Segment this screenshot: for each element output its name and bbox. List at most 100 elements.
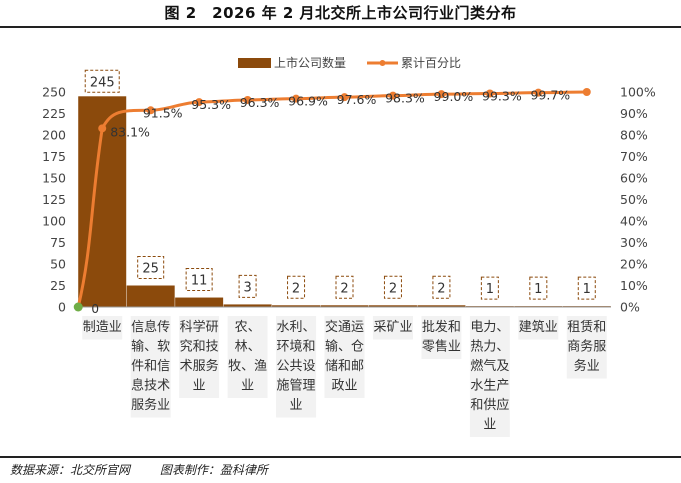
bar xyxy=(417,305,466,307)
bar-data-label-box xyxy=(432,275,451,299)
category-label: 建筑业 xyxy=(518,316,559,340)
left-axis-tick: 25 xyxy=(50,278,66,293)
category-label-line: 电力、 xyxy=(470,320,509,335)
line-point xyxy=(388,91,397,100)
category-label-line: 零售业 xyxy=(422,339,461,355)
category-label-line: 热力、 xyxy=(470,340,509,355)
category-label-line: 燃气及 xyxy=(470,358,509,374)
category-label-line: 业 xyxy=(483,418,496,433)
left-axis-tick: 50 xyxy=(50,257,66,272)
right-axis-tick: 70% xyxy=(620,149,648,164)
bar-data-label: 3 xyxy=(238,274,257,298)
line-point xyxy=(340,93,349,102)
line-data-labels: 0 83.1% 91.5% 95.3% 96.3% 96.9% 97.6% 98.3% 99.0… xyxy=(91,88,570,316)
category-label-line: 业 xyxy=(290,398,303,413)
bar-data-label-text: 1 xyxy=(583,282,591,297)
bar xyxy=(175,297,224,307)
category-label-line: 水生产 xyxy=(470,379,509,394)
category-label-line: 业 xyxy=(241,379,254,394)
category-label-bg xyxy=(82,316,123,340)
bar-data-label-text: 2 xyxy=(437,281,445,296)
bar-data-label: 2 xyxy=(432,275,451,299)
category-label-bg xyxy=(179,316,220,398)
category-label-line: 输、软 xyxy=(131,339,170,355)
line-data-label: 96.9% xyxy=(288,94,328,109)
category-label-line: 件和信 xyxy=(131,359,170,374)
line-point xyxy=(243,95,252,104)
category-label-bg xyxy=(372,316,413,340)
bar-data-label-box xyxy=(529,276,548,300)
right-axis-tick: 100% xyxy=(620,85,656,100)
left-axis: 0 25 50 75 100 125 150 175 200 225 250 xyxy=(42,85,66,315)
category-label-bg xyxy=(469,316,510,437)
bar-data-label: 2 xyxy=(287,275,306,299)
right-axis: 0% 10% 20% 30% 40% 50% 60% 70% 80% 90% 100% xyxy=(620,85,656,315)
line-start-point xyxy=(73,302,83,312)
bar-data-label-text: 1 xyxy=(534,282,542,297)
category-label-line: 建筑业 xyxy=(519,319,558,335)
line-data-label: 97.6% xyxy=(337,92,377,107)
bar-data-label: 2 xyxy=(383,275,402,299)
category-label-line: 信息传 xyxy=(131,319,170,335)
left-axis-tick: 200 xyxy=(42,128,66,143)
category-label-line: 务业 xyxy=(574,358,600,374)
category-labels: 制造业 信息传输、软件和信息技术服务业科学研究和技术服务业农、林、牧、渔业水利、环… xyxy=(82,316,607,437)
category-label-line: 究和技 xyxy=(180,340,219,355)
category-label-line: 息技术 xyxy=(131,378,170,394)
category-label-bg xyxy=(421,316,462,359)
category-label-line: 科学研 xyxy=(180,319,219,335)
category-label-line: 业 xyxy=(193,379,206,394)
line-point xyxy=(98,124,107,133)
category-label-line: 农、 xyxy=(235,320,261,335)
maker-note: 图表制作：盈科律所 xyxy=(159,463,268,477)
bar-data-label-text: 3 xyxy=(243,280,251,295)
line-point xyxy=(485,89,494,98)
bar xyxy=(272,305,321,307)
category-label-line: 服务业 xyxy=(131,397,170,413)
legend-bar-label: 上市公司数量 xyxy=(274,55,346,70)
bar-data-label: 2 xyxy=(335,275,354,299)
chart-title: 图 2 2026 年 2 月北交所上市公司行业门类分布 xyxy=(164,4,517,22)
category-label-bg xyxy=(276,316,317,418)
category-label-line: 牧、渔 xyxy=(228,359,267,374)
bar-data-label: 25 xyxy=(137,256,165,279)
bar xyxy=(126,285,175,307)
bar-data-label: 1 xyxy=(480,276,499,300)
bar-data-label: 11 xyxy=(185,268,213,292)
right-axis-tick: 20% xyxy=(620,257,648,272)
bar xyxy=(320,305,369,307)
bar-data-label: 1 xyxy=(529,276,548,300)
bar-data-label-text: 1 xyxy=(486,282,494,297)
category-label-bg xyxy=(130,316,171,418)
left-axis-tick: 150 xyxy=(42,171,66,186)
category-label-line: 商务服 xyxy=(567,339,606,355)
category-label-bg xyxy=(518,316,559,340)
bar-data-label: 1 xyxy=(577,276,596,300)
right-axis-tick: 40% xyxy=(620,214,648,229)
category-label: 农、林、牧、渔业 xyxy=(227,316,268,398)
category-label-line: 和供应 xyxy=(470,397,509,413)
line-start-label: 0 xyxy=(91,302,99,316)
bar-data-label-text: 2 xyxy=(340,281,348,296)
bar-data-label-box xyxy=(577,276,596,300)
line-data-label: 83.1% xyxy=(110,124,150,139)
line-point xyxy=(292,94,301,103)
bar-data-label-text: 11 xyxy=(191,274,208,289)
right-axis-tick: 10% xyxy=(620,278,648,293)
line-data-label: 98.3% xyxy=(385,91,425,106)
right-axis-tick: 60% xyxy=(620,171,648,186)
bar-data-label-box xyxy=(185,268,213,292)
legend-bar-swatch xyxy=(238,58,271,68)
bar-data-label-text: 2 xyxy=(292,281,300,296)
category-label-line: 输、仓 xyxy=(325,339,364,355)
legend-line-label: 累计百分比 xyxy=(401,56,461,70)
right-axis-tick: 80% xyxy=(620,128,648,143)
category-label-line: 交通运 xyxy=(325,319,364,335)
right-axis-tick: 30% xyxy=(620,235,648,250)
left-axis-tick: 0 xyxy=(58,300,66,315)
bar-data-label: 245 xyxy=(84,69,120,93)
